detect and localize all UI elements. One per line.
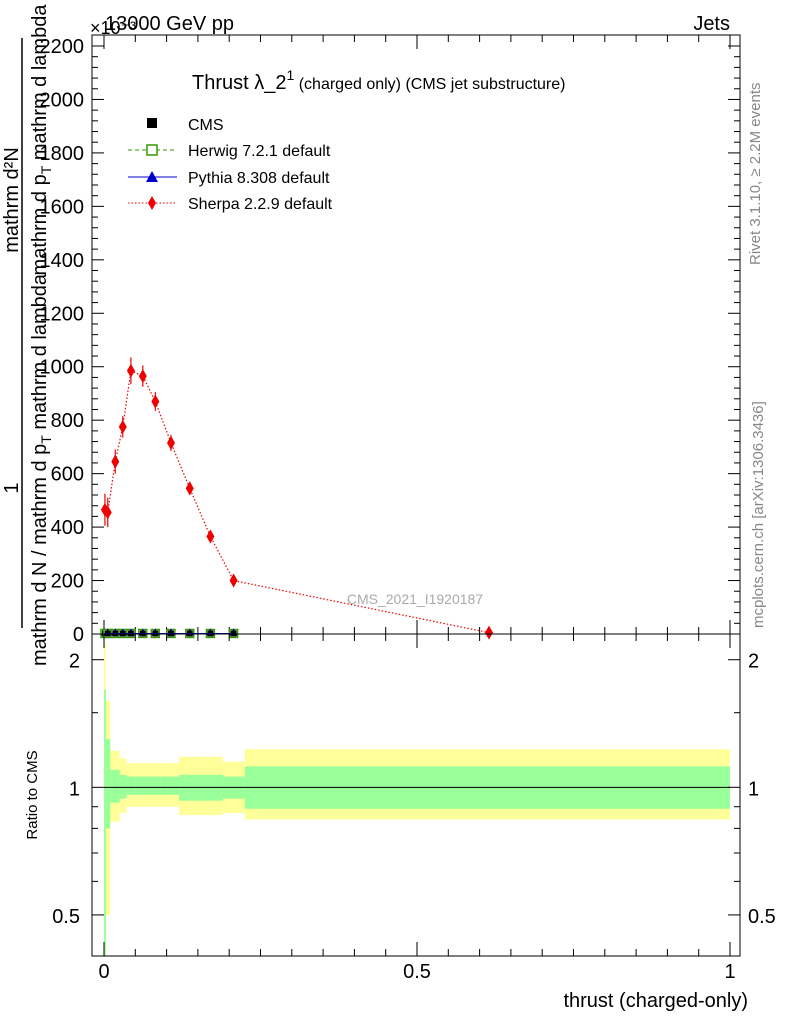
sherpa-point xyxy=(138,369,147,384)
y-tick-label: 1000 xyxy=(40,357,85,379)
legend-cms: CMS xyxy=(188,117,224,134)
sherpa-point xyxy=(111,454,120,469)
y-tick-label: 600 xyxy=(51,464,84,486)
y-tick-label: 2000 xyxy=(40,89,85,111)
ratio-band-inner xyxy=(160,776,180,795)
sherpa-line xyxy=(104,369,490,634)
ylabel-top-num: mathrm d²N xyxy=(1,147,23,253)
header-left: 13000 GeV pp xyxy=(105,13,234,35)
y-tick-label: 200 xyxy=(51,571,84,593)
legend-herwig: Herwig 7.2.1 default xyxy=(188,143,331,160)
sherpa-point xyxy=(206,529,215,544)
legend: CMS Herwig 7.2.1 default Pythia 8.308 de… xyxy=(128,117,333,213)
sherpa-point xyxy=(229,573,238,588)
y-tick-label: 800 xyxy=(51,410,84,432)
y-tick-label: 1400 xyxy=(40,250,85,272)
legend-pythia-marker xyxy=(146,171,158,182)
ratio-band-inner xyxy=(126,776,136,795)
ylabel-numerator: 1 xyxy=(1,482,23,493)
ratio-frame xyxy=(91,633,741,957)
ratio-band-inner xyxy=(104,689,106,956)
sherpa-point xyxy=(166,435,175,450)
y-tick-label: 2200 xyxy=(40,36,85,58)
ratio-y-tick-label-right: 0.5 xyxy=(748,906,776,928)
plot-title: Thrust λ_21 (charged only) (CMS jet subs… xyxy=(192,67,565,94)
ratio-y-tick-label: 1 xyxy=(69,778,80,800)
x-tick-label: 0.5 xyxy=(403,961,431,983)
sherpa-point xyxy=(118,419,127,434)
legend-sherpa-marker xyxy=(148,196,156,210)
legend-cms-marker xyxy=(147,118,157,128)
ratio-y-tick-label: 0.5 xyxy=(52,906,80,928)
ratio-panel: 0.5 0.5 1 1 2 2 0 0.5 1 xyxy=(52,634,776,983)
sherpa-point xyxy=(103,505,112,520)
ratio-band-inner xyxy=(150,776,161,795)
legend-sherpa: Sherpa 2.2.9 default xyxy=(188,196,333,213)
header-right: Jets xyxy=(693,13,730,35)
ratio-band-inner xyxy=(105,739,111,829)
y-axis-label: 1 mathrm d N / mathrm d pT mathrm d lamb… xyxy=(1,4,54,666)
main-panel: 0 200 400 600 800 1000 1200 1400 1600 1800 2000 220… xyxy=(40,35,740,646)
ratio-band-inner xyxy=(119,774,127,799)
y-exponent: ×10⁻³ xyxy=(90,18,136,38)
y-tick-label: 1800 xyxy=(40,143,85,165)
mcplots-label: mcplots.cern.ch [arXiv:1306.3436] xyxy=(750,401,767,628)
sherpa-point xyxy=(126,363,135,378)
x-tick-label: 0 xyxy=(98,961,109,983)
ratio-band-inner xyxy=(110,769,120,803)
y-tick-label: 1200 xyxy=(40,303,85,325)
ratio-y-tick-label-right: 1 xyxy=(748,778,759,800)
sherpa-point xyxy=(151,394,160,409)
x-axis-label: thrust (charged-only) xyxy=(563,990,748,1012)
ylabel-top-den: mathrm d pT mathrm d lambda xyxy=(29,4,54,276)
y-tick-label: 0 xyxy=(73,624,84,646)
ratio-y-tick-label-right: 2 xyxy=(748,651,759,673)
ratio-y-tick-label: 2 xyxy=(69,651,80,673)
ratio-band-inner xyxy=(135,776,151,795)
x-tick-label: 1 xyxy=(724,961,735,983)
ratio-ylabel: Ratio to CMS xyxy=(24,750,41,839)
sherpa-point xyxy=(185,481,194,496)
y-tick-label: 1600 xyxy=(40,196,85,218)
watermark: CMS_2021_I1920187 xyxy=(347,591,483,607)
legend-pythia: Pythia 8.308 default xyxy=(188,170,330,187)
rivet-label: Rivet 3.1.10, ≥ 2.2M events xyxy=(747,83,764,266)
sherpa-point xyxy=(100,502,109,517)
y-tick-label: 400 xyxy=(51,517,84,539)
legend-herwig-marker xyxy=(146,144,158,156)
sherpa-point xyxy=(484,625,493,640)
ylabel-frac1: mathrm d N / mathrm d pT mathrm d lambda xyxy=(29,273,54,666)
